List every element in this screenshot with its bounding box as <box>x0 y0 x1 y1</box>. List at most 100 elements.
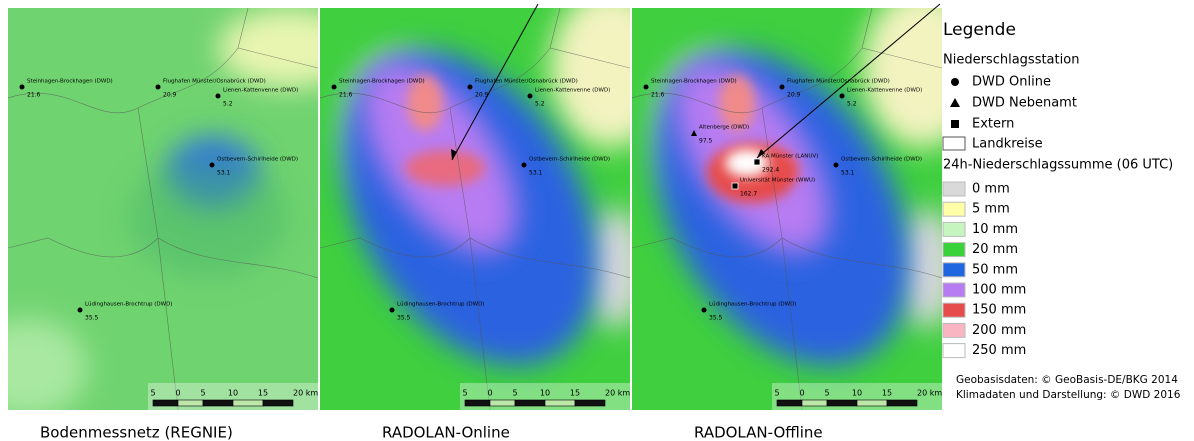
credit: Klimadaten und Darstellung: © DWD 2016 <box>956 389 1181 401</box>
station-name: Flughafen Münster/Osnabrück (DWD) <box>163 79 266 85</box>
station-value: 21.6 <box>27 92 41 99</box>
station-value: 20.9 <box>163 92 177 99</box>
legend-title: Legende <box>943 20 1016 40</box>
station-marker <box>332 85 337 90</box>
station-value: 292.4 <box>762 167 779 174</box>
station-marker <box>216 94 221 99</box>
station-name: Lüdinghausen-Brochtrup (DWD) <box>85 302 172 308</box>
scale-segment <box>802 400 827 406</box>
scale-label: 10 <box>228 389 238 398</box>
station-value: 162.7 <box>740 191 757 198</box>
station-value: 21.6 <box>651 92 665 99</box>
scale-label: 20 km <box>605 389 630 398</box>
station-marker <box>210 163 215 168</box>
station-name: Flughafen Münster/Osnabrück (DWD) <box>787 79 890 85</box>
scale-label: 0 <box>487 389 492 398</box>
station-marker <box>522 163 527 168</box>
scale-segment <box>263 400 293 406</box>
station-name: Ostbevern-Schirlheide (DWD) <box>841 157 922 163</box>
station-marker <box>20 85 25 90</box>
scale-label: 15 <box>882 389 892 398</box>
scale-label: 0 <box>799 389 804 398</box>
scale-label: 0 <box>175 389 180 398</box>
legend-label: Extern <box>972 117 1014 132</box>
legend-swatch <box>943 243 965 257</box>
legend-label: 10 mm <box>972 222 1018 237</box>
station-name: Altenberge (DWD) <box>699 125 749 131</box>
legend-heading: 24h-Niederschlagssumme (06 UTC) <box>943 158 1173 173</box>
station-marker <box>754 159 760 165</box>
legend-swatch <box>943 202 965 216</box>
station-marker <box>780 85 785 90</box>
scale-label: 20 km <box>917 389 942 398</box>
station-value: 53.1 <box>529 170 543 177</box>
scale-segment <box>490 400 515 406</box>
scale-segment <box>515 400 545 406</box>
station-marker <box>732 183 738 189</box>
scale-segment <box>203 400 233 406</box>
credit: Geobasisdaten: © GeoBasis-DE/BKG 2014 <box>956 374 1178 386</box>
station-name: Lüdinghausen-Brochtrup (DWD) <box>397 302 484 308</box>
station-value: 97.5 <box>699 138 713 145</box>
legend-swatch <box>943 222 965 236</box>
station-marker <box>528 94 533 99</box>
station-name: Steinhagen-Brockhagen (DWD) <box>651 79 737 85</box>
scale-label: 5 <box>462 389 467 398</box>
terrain <box>128 158 288 278</box>
station-name: Lienen-Kattenvenne (DWD) <box>847 88 922 94</box>
scale-segment <box>777 400 802 406</box>
legend-symbol <box>951 78 959 86</box>
legend-heading: Niederschlagsstation <box>943 53 1079 68</box>
panel-caption: Bodenmessnetz (REGNIE) <box>40 424 233 441</box>
station-marker <box>644 85 649 90</box>
map-panel: Steinhagen-Brockhagen (DWD) 21.6 Flughafen… <box>0 8 358 418</box>
scale-bar: 5 0 5 10 15 20 km <box>148 383 318 410</box>
legend-swatch <box>943 344 965 358</box>
scale-label: 10 <box>852 389 862 398</box>
legend-label: 150 mm <box>972 303 1026 318</box>
station-value: 5.2 <box>223 101 233 108</box>
station-name: Ostbevern-Schirlheide (DWD) <box>217 157 298 163</box>
panel-caption: RADOLAN-Online <box>382 424 510 441</box>
scale-bar: 5 0 5 10 15 20 km <box>772 383 942 410</box>
legend-label: Landkreise <box>972 137 1043 152</box>
map-background <box>0 8 358 418</box>
scale-segment <box>153 400 178 406</box>
station-value: 53.1 <box>217 170 231 177</box>
legend-label: DWD Online <box>972 75 1051 90</box>
terrain <box>405 150 485 186</box>
station-value: 35.5 <box>709 315 723 322</box>
station-value: 21.6 <box>339 92 353 99</box>
station-name: Steinhagen-Brockhagen (DWD) <box>27 79 113 85</box>
legend-swatch <box>943 323 965 337</box>
station-name: KA Münster (LANUV) <box>762 154 818 160</box>
station-value: 5.2 <box>535 101 545 108</box>
station-marker <box>834 163 839 168</box>
map-background <box>602 0 982 410</box>
legend-label: 5 mm <box>972 202 1010 217</box>
scale-label: 5 <box>200 389 205 398</box>
scale-segment <box>827 400 857 406</box>
legend-symbol <box>950 98 960 107</box>
scale-label: 5 <box>824 389 829 398</box>
station-marker <box>156 85 161 90</box>
scale-label: 15 <box>258 389 268 398</box>
scale-label: 5 <box>774 389 779 398</box>
scale-segment <box>465 400 490 406</box>
scale-label: 5 <box>150 389 155 398</box>
scale-label: 20 km <box>293 389 318 398</box>
legend-label: 0 mm <box>972 182 1010 197</box>
map-panel: Steinhagen-Brockhagen (DWD) 21.6 Flughafen… <box>602 0 982 410</box>
station-marker <box>702 308 707 313</box>
legend-swatch <box>943 283 965 297</box>
station-name: Lienen-Kattenvenne (DWD) <box>223 88 298 94</box>
scale-segment <box>545 400 575 406</box>
figure: Steinhagen-Brockhagen (DWD) 21.6 Flughafen… <box>0 0 1194 441</box>
station-value: 20.9 <box>787 92 801 99</box>
scale-segment <box>887 400 917 406</box>
scale-label: 10 <box>540 389 550 398</box>
legend-swatch <box>943 263 965 277</box>
station-marker <box>840 94 845 99</box>
